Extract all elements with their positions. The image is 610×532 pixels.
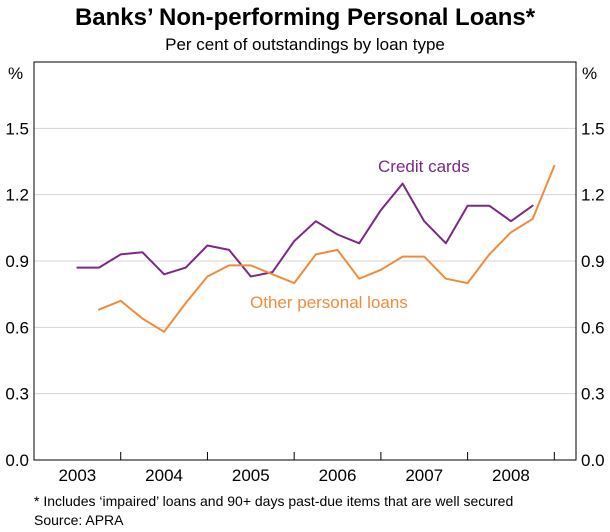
y-tick-label-left: 1.2 [5, 186, 29, 205]
y-tick-label-right: 0.3 [581, 385, 605, 404]
x-tick-label: 2007 [405, 466, 443, 485]
y-tick-label-right: 1.2 [581, 186, 605, 205]
y-tick-label-right: 0.6 [581, 318, 605, 337]
x-tick-label: 2004 [145, 466, 183, 485]
y-tick-label-right: 1.5 [581, 119, 605, 138]
x-tick-label: 2008 [492, 466, 530, 485]
series-line-other-personal-loans [98, 164, 556, 333]
y-tick-label-left: 0.6 [5, 318, 29, 337]
annotation-credit-cards: Credit cards [378, 157, 470, 176]
grid-layer [34, 127, 576, 395]
y-tick-label-right: 0.9 [581, 252, 605, 271]
y-tick-label-left: 0.9 [5, 252, 29, 271]
y-axis-unit-left: % [8, 64, 23, 83]
axis-layer: 0.0 0.0 0.3 0.3 0.6 0.6 0.9 0.9 1.2 1.2 1.5 1.5% % 20… [5, 64, 604, 485]
series-line-credit-cards [76, 182, 534, 278]
y-axis-unit-right: % [582, 64, 597, 83]
y-tick-label-left: 0.3 [5, 385, 29, 404]
x-tick-label: 2006 [319, 466, 357, 485]
chart-title: Banks’ Non-performing Personal Loans* [74, 4, 536, 31]
y-tick-label-left: 0.0 [5, 451, 29, 470]
footnote: * Includes ‘impaired’ loans and 90+ days… [34, 493, 514, 509]
annotation-other-personal-loans: Other personal loans [250, 293, 408, 312]
x-tick-label: 2005 [232, 466, 270, 485]
plot-frame [33, 61, 577, 461]
chart-subtitle: Per cent of outstandings by loan type [165, 35, 445, 54]
x-tick-label: 2003 [58, 466, 96, 485]
series-layer [76, 164, 556, 333]
source-note: Source: APRA [34, 512, 124, 528]
y-tick-label-left: 1.5 [5, 119, 29, 138]
y-tick-label-right: 0.0 [581, 451, 605, 470]
